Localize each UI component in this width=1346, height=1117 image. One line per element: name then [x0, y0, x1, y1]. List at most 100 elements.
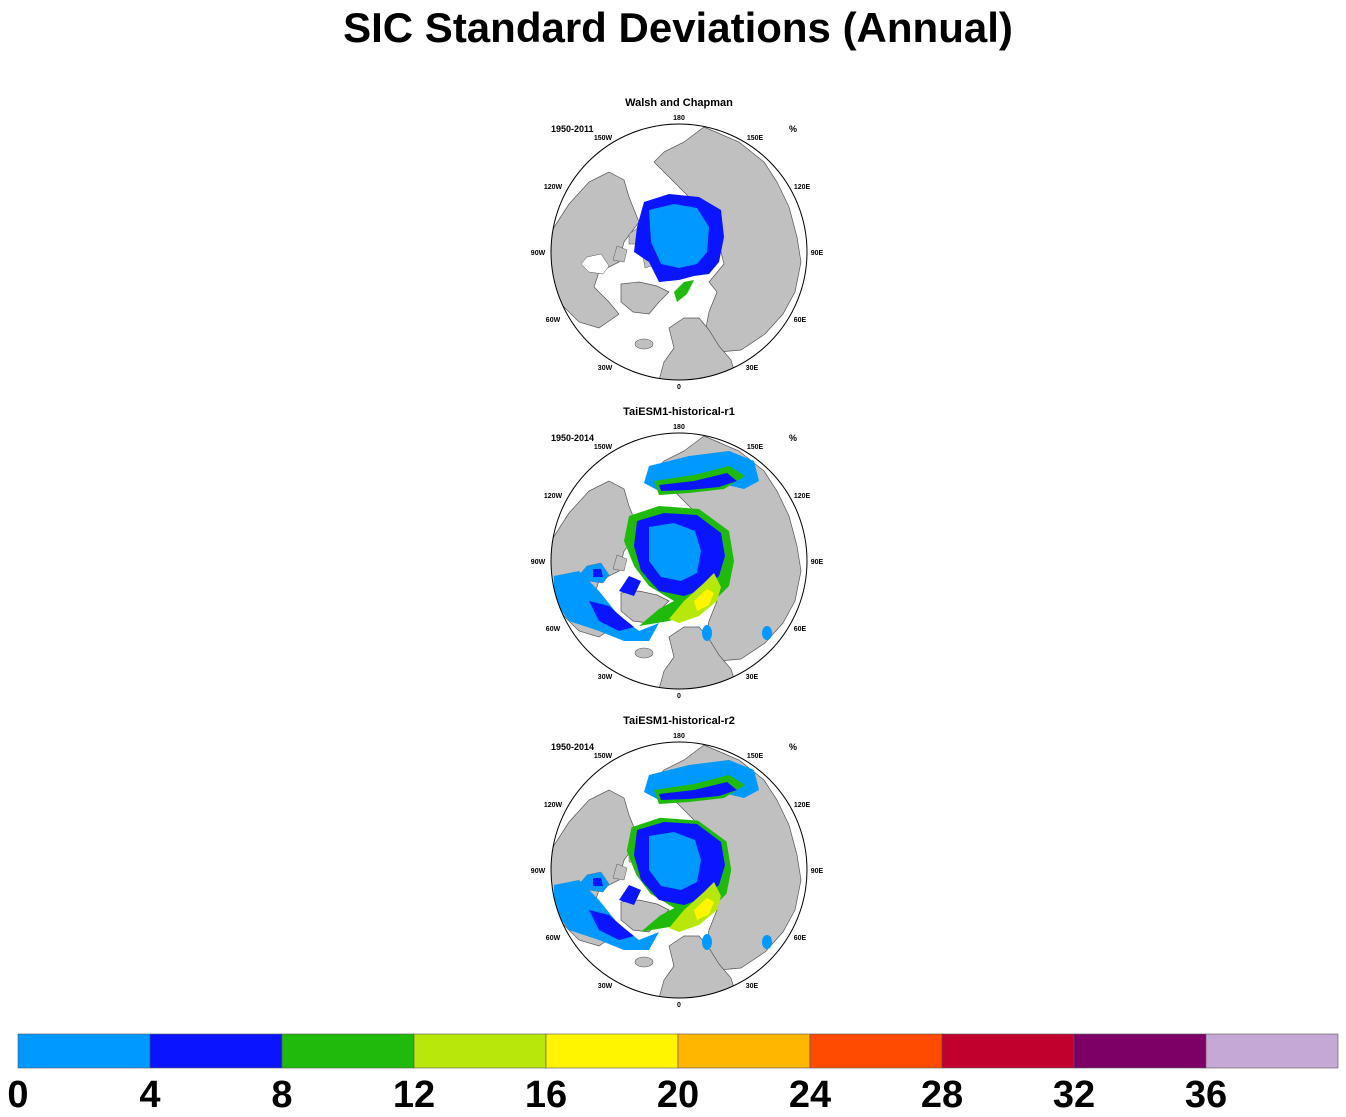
colorbar-swatch	[1205, 1033, 1339, 1069]
lon-label: 120W	[544, 184, 563, 191]
land-iceland	[634, 647, 654, 659]
lon-label: 60E	[794, 935, 807, 942]
lon-label: 90E	[811, 868, 824, 875]
panel-period: 1950-2014	[551, 433, 594, 443]
lon-label: 120W	[544, 802, 563, 809]
map-area	[551, 124, 807, 380]
colorbar-tick-label: 36	[1185, 1074, 1227, 1116]
land-europe	[658, 317, 738, 380]
panel-title: TaiESM1-historical-r2	[623, 715, 735, 727]
lon-label: 120E	[794, 184, 811, 191]
colorbar-swatch	[413, 1033, 547, 1069]
lon-label: 180	[673, 424, 685, 431]
colorbar-swatch	[809, 1033, 943, 1069]
panel-title: Walsh and Chapman	[625, 97, 733, 109]
ice-band-12-16	[669, 882, 721, 932]
ice-band-12-16	[669, 573, 721, 623]
panel-title: TaiESM1-historical-r1	[623, 406, 735, 418]
ice-band-16-20	[694, 898, 714, 920]
colorbar-swatch	[281, 1033, 415, 1069]
ice-hudson-core	[593, 878, 603, 886]
colorbar-swatch	[545, 1033, 679, 1069]
map-panel-2	[550, 432, 808, 690]
colorbar-swatch	[941, 1033, 1075, 1069]
map-panel-1	[550, 123, 808, 381]
land-island	[612, 554, 628, 572]
lon-label: 30E	[746, 674, 759, 681]
lon-label: 180	[673, 733, 685, 740]
map-boundary	[550, 432, 808, 690]
ice-band-0-4	[649, 523, 701, 581]
lon-label: 120E	[794, 493, 811, 500]
ice-white-sea	[762, 935, 772, 949]
lon-label: 120E	[794, 802, 811, 809]
ice-hudson-core	[593, 569, 603, 577]
lon-label: 120W	[544, 493, 563, 500]
lon-label: 60E	[794, 317, 807, 324]
map-area	[551, 742, 807, 998]
lon-label: 180	[673, 115, 685, 122]
lon-label: 150W	[594, 444, 613, 451]
colorbar-tick-label: 0	[7, 1074, 28, 1116]
land-iceland	[634, 338, 654, 350]
hudson-bay	[580, 253, 610, 275]
lon-label: 30E	[746, 365, 759, 372]
lon-label: 150W	[594, 753, 613, 760]
land-eurasia	[653, 126, 802, 353]
colorbar-tick-label: 24	[789, 1074, 831, 1116]
lon-label: 60W	[546, 935, 561, 942]
colorbar-tick-label: 28	[921, 1074, 963, 1116]
ice-band-16-20	[694, 589, 714, 611]
colorbar-swatch	[17, 1033, 151, 1069]
ice-band-4-8	[589, 601, 634, 631]
lon-label: 90E	[811, 250, 824, 257]
ice-baltic	[702, 625, 712, 641]
lon-label: 30W	[598, 365, 613, 372]
land-greenland	[620, 281, 670, 315]
lon-label: 60W	[546, 626, 561, 633]
ice-baltic	[702, 934, 712, 950]
lon-label: 90W	[531, 868, 546, 875]
ice-band-4-8	[619, 885, 641, 905]
lon-label: 30W	[598, 983, 613, 990]
ice-band-4-8	[589, 910, 634, 940]
panel-period: 1950-2014	[551, 742, 594, 752]
land-iceland	[634, 956, 654, 968]
panel-period: 1950-2011	[551, 124, 594, 134]
map-area	[551, 433, 807, 689]
lon-label: 0	[677, 1002, 681, 1009]
map-panel-3	[550, 741, 808, 999]
ice-band-4-8	[659, 473, 737, 491]
lon-label: 30W	[598, 674, 613, 681]
colorbar-tick-label: 12	[393, 1074, 435, 1116]
land-island	[612, 245, 628, 263]
lon-label: 30E	[746, 983, 759, 990]
colorbar-tick-label: 16	[525, 1074, 567, 1116]
ice-band-4-8	[619, 576, 641, 596]
colorbar-tick-label: 32	[1053, 1074, 1095, 1116]
land-europe	[658, 935, 738, 998]
ice-band-0-4	[649, 832, 701, 890]
lon-label: 90W	[531, 559, 546, 566]
colorbar	[17, 1033, 1339, 1069]
lon-label: 90W	[531, 250, 546, 257]
main-title: SIC Standard Deviations (Annual)	[343, 4, 1013, 51]
ice-band-4-8	[659, 782, 737, 800]
land-europe	[658, 626, 738, 689]
lon-label: 60W	[546, 317, 561, 324]
ice-band-8-12	[674, 280, 694, 302]
lon-label: 150E	[747, 135, 764, 142]
ice-band-0-4	[649, 204, 709, 268]
colorbar-swatch	[677, 1033, 811, 1069]
land-island	[612, 863, 628, 881]
map-boundary	[550, 741, 808, 999]
map-boundary	[550, 123, 808, 381]
colorbar-tick-label: 8	[271, 1074, 292, 1116]
colorbar-swatch	[149, 1033, 283, 1069]
lon-label: 150E	[747, 753, 764, 760]
colorbar-tick-label: 20	[657, 1074, 699, 1116]
panel-units: %	[789, 742, 797, 752]
lon-label: 0	[677, 693, 681, 700]
lon-label: 90E	[811, 559, 824, 566]
